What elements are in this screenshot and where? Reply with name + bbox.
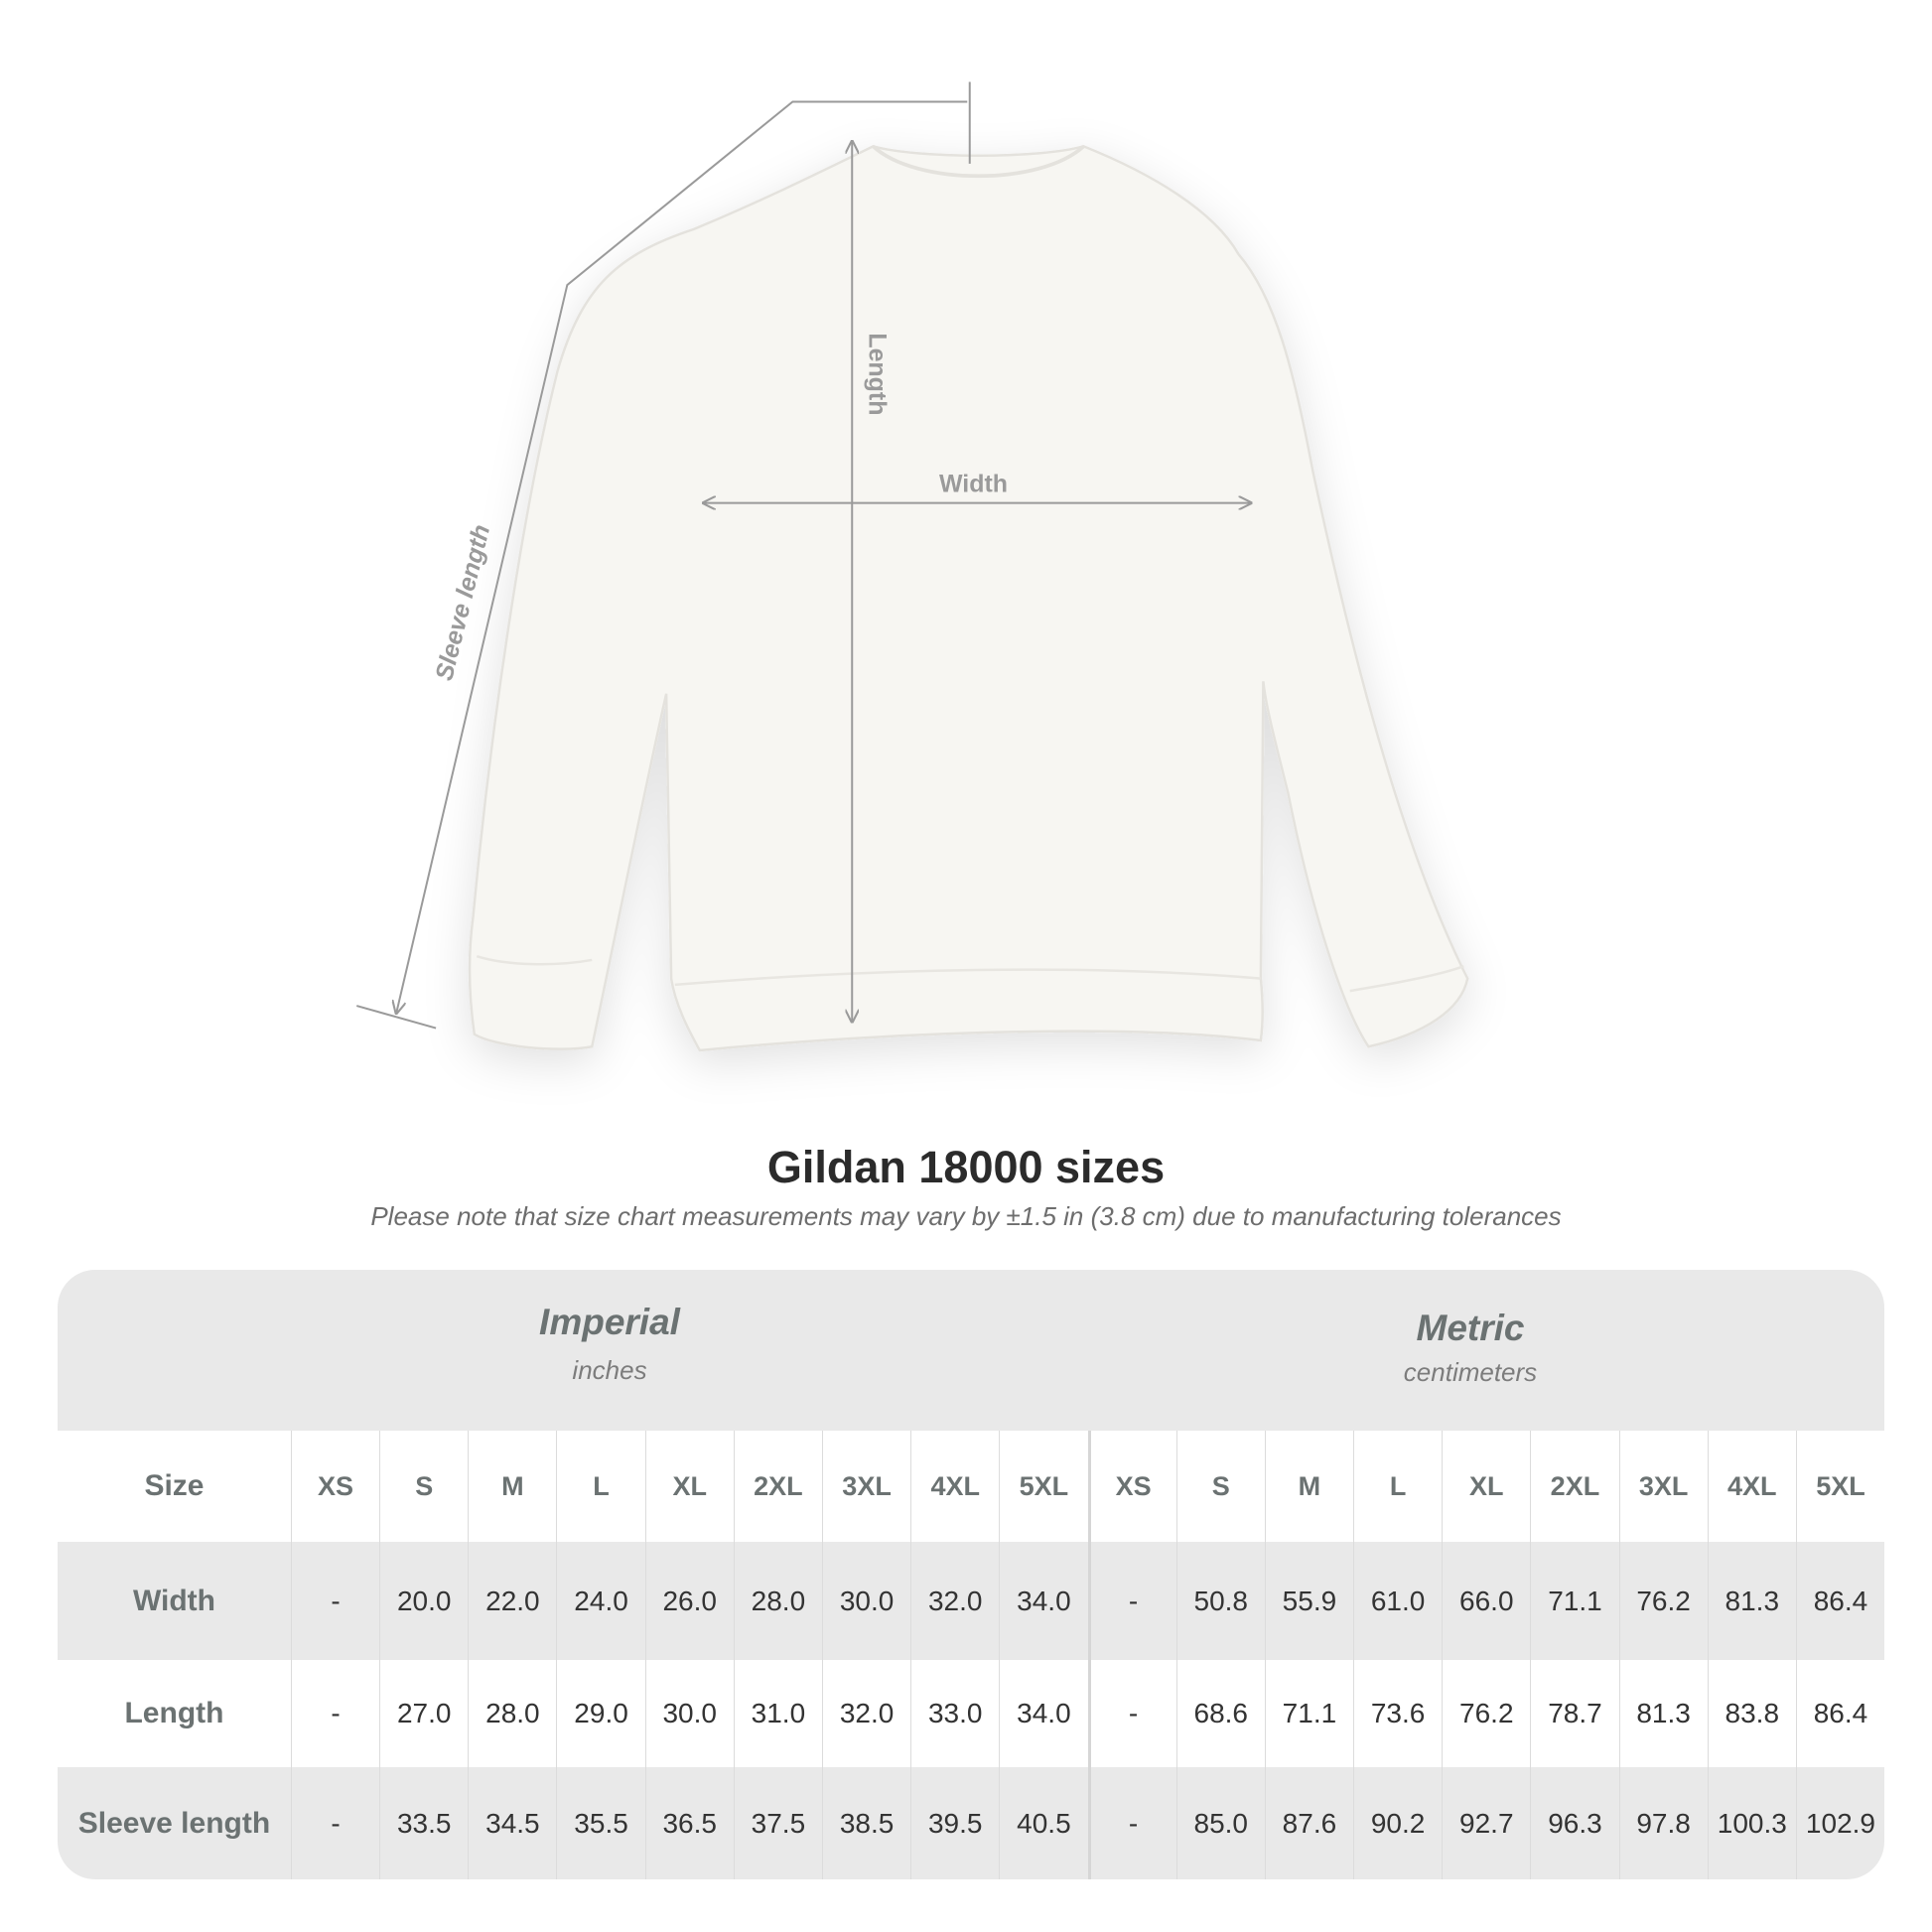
imperial-value-cell: 35.5 (556, 1767, 644, 1879)
imperial-size-header: XL (644, 1431, 734, 1542)
sweatshirt-image (468, 144, 1469, 1052)
metric-size-header: 3XL (1618, 1431, 1708, 1542)
imperial-value-cell: 29.0 (556, 1660, 644, 1767)
tolerance-note: Please note that size chart measurements… (370, 1201, 1562, 1231)
metric-value-cell: 97.8 (1618, 1767, 1708, 1879)
metric-value-cell: 102.9 (1795, 1767, 1884, 1879)
imperial-size-header: 3XL (821, 1431, 910, 1542)
imperial-size-header: 4XL (910, 1431, 999, 1542)
imperial-size-header: XS (290, 1431, 379, 1542)
length-label: Length (864, 333, 892, 415)
imperial-value-cell: 32.0 (821, 1660, 910, 1767)
metric-value-cell: 78.7 (1530, 1660, 1618, 1767)
table-header-band (58, 1270, 1884, 1431)
metric-value-cell: - (1087, 1660, 1176, 1767)
imperial-value-cell: 40.5 (999, 1767, 1087, 1879)
metric-value-cell: 83.8 (1707, 1660, 1796, 1767)
imperial-value-cell: 28.0 (733, 1542, 822, 1660)
metric-value-cell: - (1087, 1542, 1176, 1660)
metric-value-cell: 81.3 (1707, 1542, 1796, 1660)
metric-value-cell: 66.0 (1442, 1542, 1530, 1660)
size-header-row: Size XS S M L XL 2XL 3XL 4XL 5XL XS S M L XL 2XL 3XL 4XL 5… (58, 1431, 1884, 1542)
metric-size-header: 4XL (1707, 1431, 1796, 1542)
imperial-value-cell: 31.0 (733, 1660, 822, 1767)
imperial-value-cell: 28.0 (468, 1660, 556, 1767)
row-label: Width (132, 1584, 215, 1617)
metric-unit: centimeters (1403, 1357, 1538, 1387)
metric-value-cell: 55.9 (1264, 1542, 1353, 1660)
metric-value-cell: 90.2 (1353, 1767, 1442, 1879)
imperial-value-cell: 34.5 (468, 1767, 556, 1879)
metric-title: Metric (1416, 1308, 1525, 1348)
imperial-value-cell: 36.5 (644, 1767, 734, 1879)
metric-size-header: M (1264, 1431, 1353, 1542)
metric-group: Metric centimeters (1152, 1308, 1789, 1388)
metric-value-cell: 86.4 (1795, 1542, 1884, 1660)
imperial-value-cell: - (290, 1660, 379, 1767)
imperial-size-header: M (468, 1431, 556, 1542)
metric-value-cell: - (1087, 1767, 1176, 1879)
metric-value-cell: 50.8 (1175, 1542, 1265, 1660)
metric-value-cell: 86.4 (1795, 1660, 1884, 1767)
metric-value-cell: 61.0 (1353, 1542, 1442, 1660)
imperial-value-cell: 37.5 (733, 1767, 822, 1879)
imperial-value-cell: 33.5 (379, 1767, 468, 1879)
metric-value-cell: 96.3 (1530, 1767, 1618, 1879)
metric-size-header: 5XL (1795, 1431, 1884, 1542)
width-label: Width (939, 470, 1008, 497)
imperial-size-header: L (556, 1431, 644, 1542)
metric-value-cell: 68.6 (1175, 1660, 1265, 1767)
imperial-value-cell: - (290, 1767, 379, 1879)
imperial-value-cell: 34.0 (999, 1542, 1087, 1660)
imperial-value-cell: 30.0 (644, 1660, 734, 1767)
metric-size-header: XS (1087, 1431, 1176, 1542)
row-label: Sleeve length (77, 1806, 271, 1840)
table-row: Width -20.0 22.0 24.0 26.0 28.0 30.0 32.0 34.0-5… (58, 1542, 1884, 1660)
metric-value-cell: 73.6 (1353, 1660, 1442, 1767)
imperial-unit: inches (572, 1355, 647, 1385)
metric-value-cell: 92.7 (1442, 1767, 1530, 1879)
imperial-group: Imperial inches (291, 1302, 928, 1386)
imperial-value-cell: 22.0 (468, 1542, 556, 1660)
imperial-value-cell: 38.5 (821, 1767, 910, 1879)
imperial-size-header: 5XL (999, 1431, 1087, 1542)
imperial-value-cell: 34.0 (999, 1660, 1087, 1767)
metric-size-header: L (1353, 1431, 1442, 1542)
imperial-title: Imperial (539, 1302, 680, 1342)
imperial-size-header: 2XL (733, 1431, 822, 1542)
sweatshirt-diagram: Length Width Sleeve length (355, 81, 1469, 1052)
imperial-value-cell: 30.0 (821, 1542, 910, 1660)
metric-value-cell: 85.0 (1175, 1767, 1265, 1879)
metric-value-cell: 87.6 (1264, 1767, 1353, 1879)
metric-value-cell: 76.2 (1442, 1660, 1530, 1767)
metric-value-cell: 71.1 (1264, 1660, 1353, 1767)
imperial-size-header: S (379, 1431, 468, 1542)
measurement-lines (355, 81, 1251, 1030)
metric-size-header: 2XL (1530, 1431, 1618, 1542)
imperial-value-cell: 26.0 (644, 1542, 734, 1660)
metric-value-cell: 71.1 (1530, 1542, 1618, 1660)
sleeve-length-label: Sleeve length (430, 522, 495, 684)
table-row: Sleeve length -33.5 34.5 35.5 36.5 37.5 38.5 39… (58, 1767, 1884, 1879)
metric-value-cell: 76.2 (1618, 1542, 1708, 1660)
imperial-value-cell: 24.0 (556, 1542, 644, 1660)
metric-size-header: S (1175, 1431, 1265, 1542)
row-label: Length (124, 1697, 224, 1729)
table-row: Length -27.0 28.0 29.0 30.0 31.0 32.0 33.0 34.0-… (58, 1660, 1884, 1767)
size-table: Imperial inches Metric centimeters Size X… (58, 1270, 1884, 1879)
imperial-value-cell: 20.0 (379, 1542, 468, 1660)
imperial-value-cell: 39.5 (910, 1767, 999, 1879)
imperial-value-cell: 27.0 (379, 1660, 468, 1767)
metric-value-cell: 100.3 (1707, 1767, 1796, 1879)
metric-size-header: XL (1442, 1431, 1530, 1542)
imperial-value-cell: 32.0 (910, 1542, 999, 1660)
row-label: Size (144, 1469, 205, 1502)
metric-value-cell: 81.3 (1618, 1660, 1708, 1767)
imperial-value-cell: - (290, 1542, 379, 1660)
chart-title: Gildan 18000 sizes (766, 1142, 1166, 1192)
imperial-value-cell: 33.0 (910, 1660, 999, 1767)
